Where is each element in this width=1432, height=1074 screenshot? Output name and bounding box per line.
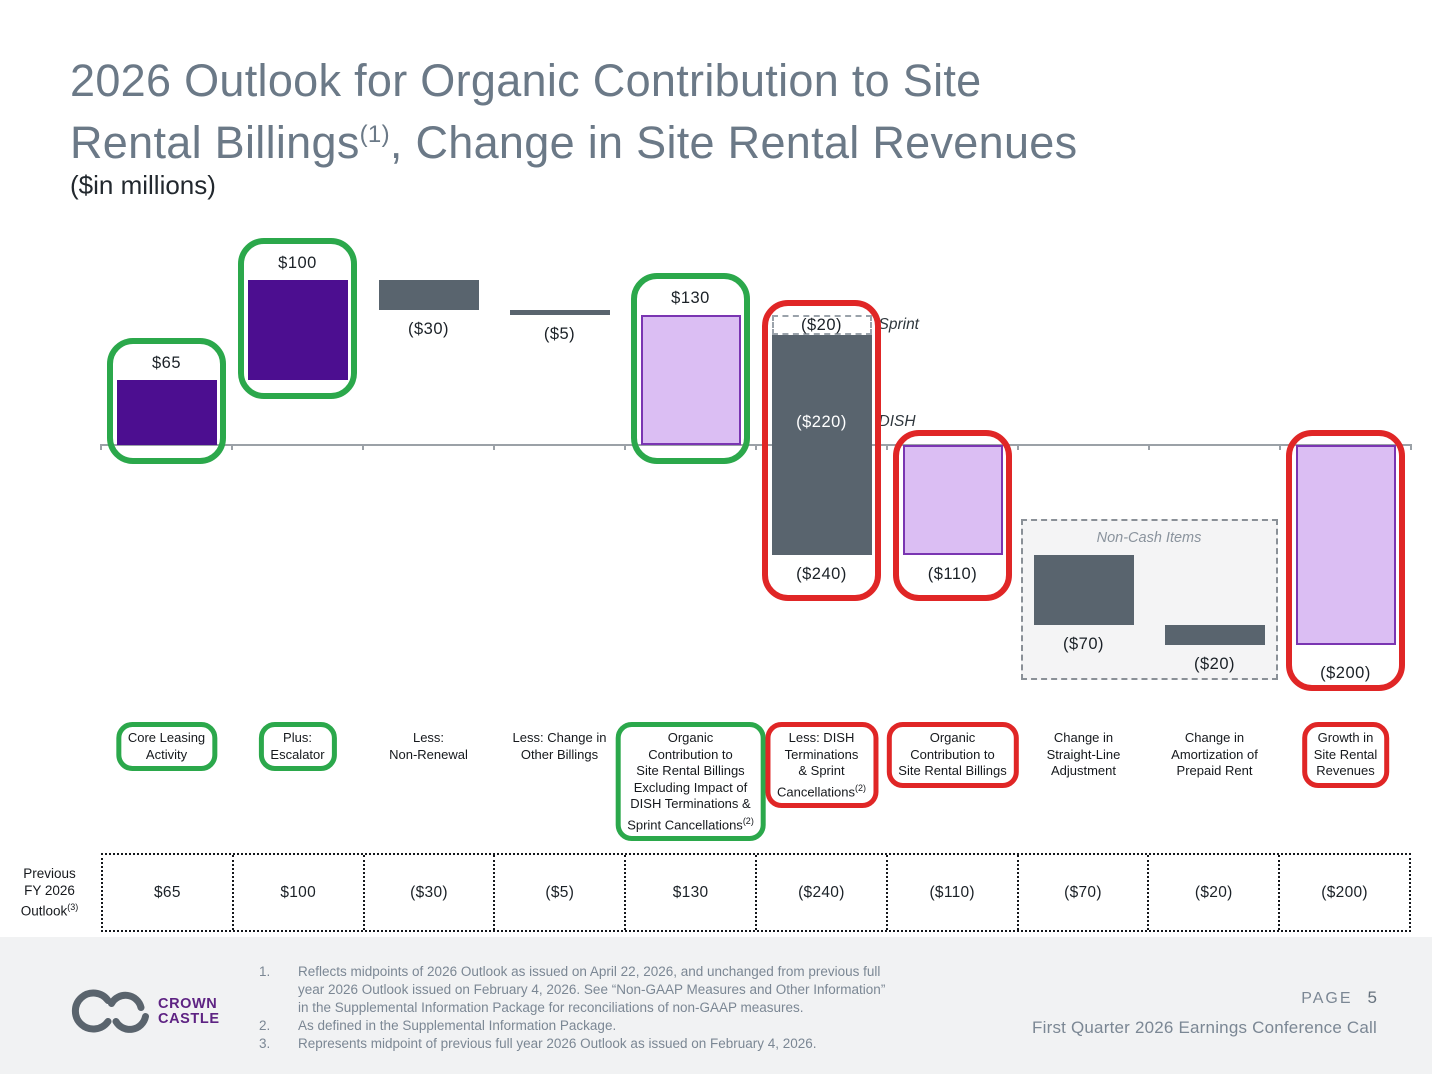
title-line2-pre: Rental Billings bbox=[70, 117, 360, 168]
units-subtitle: ($in millions) bbox=[70, 170, 216, 200]
table-row-label: Previous FY 2026 Outlook(3) bbox=[20, 866, 79, 919]
axis-tick bbox=[1148, 444, 1150, 450]
bar-col-0 bbox=[116, 380, 217, 445]
category-label-col-4: Organic Contribution to Site Rental Billin… bbox=[615, 722, 766, 842]
event-title: First Quarter 2026 Earnings Conference C… bbox=[1032, 1018, 1377, 1037]
table-cell: $100 bbox=[231, 855, 363, 930]
table-cell: ($70) bbox=[1016, 855, 1148, 930]
segment-annotation-sprint: Sprint bbox=[878, 316, 920, 333]
highlight-outline-col-6 bbox=[893, 430, 1012, 601]
axis-tick bbox=[493, 444, 495, 450]
table-cell: ($240) bbox=[754, 855, 886, 930]
value-label-col-0: $65 bbox=[151, 354, 182, 372]
table-cell: ($110) bbox=[885, 855, 1017, 930]
highlight-outline-col-5 bbox=[762, 300, 881, 601]
value-label-col-1: $100 bbox=[278, 254, 317, 272]
page-title: 2026 Outlook for Organic Contribution to… bbox=[70, 54, 1077, 170]
value-label-col-5: ($240) bbox=[796, 565, 847, 583]
table-cell: ($30) bbox=[362, 855, 494, 930]
highlight-outline-col-4 bbox=[631, 273, 750, 464]
footnotes: 1. Reflects midpoints of 2026 Outlook as … bbox=[259, 963, 919, 1053]
value-label-col-8: ($20) bbox=[1193, 655, 1236, 673]
bar-col-9 bbox=[1295, 445, 1396, 645]
segment-value-label: ($220) bbox=[796, 413, 847, 431]
axis-tick bbox=[1279, 444, 1281, 450]
category-label-col-1: Plus: Escalator bbox=[258, 722, 337, 771]
footnote: 1. Reflects midpoints of 2026 Outlook as … bbox=[259, 963, 919, 1017]
bar-col-7 bbox=[1033, 555, 1134, 625]
table-cell: ($200) bbox=[1278, 855, 1409, 930]
value-label-col-7: ($70) bbox=[1062, 635, 1105, 653]
footnote-number: 2. bbox=[259, 1018, 271, 1033]
highlight-outline-col-9 bbox=[1286, 430, 1405, 691]
bar-col-8 bbox=[1164, 625, 1265, 645]
footnote-number: 1. bbox=[259, 964, 271, 979]
axis-tick bbox=[231, 444, 233, 450]
table-cell: ($5) bbox=[493, 855, 624, 930]
table-cell: ($20) bbox=[1147, 855, 1278, 930]
table-cell: $130 bbox=[624, 855, 755, 930]
category-label-col-2: Less: Non-Renewal bbox=[389, 730, 468, 762]
category-label-col-6: Organic Contribution to Site Rental Billin… bbox=[886, 722, 1019, 788]
axis-tick bbox=[755, 444, 757, 450]
bar-segment-col-5-1 bbox=[771, 335, 872, 555]
category-label-col-7: Change in Straight-Line Adjustment bbox=[1046, 730, 1121, 778]
previous-outlook-table: $65 $100 ($30) ($5) $130 ($240) ($110) ($70) ($2… bbox=[101, 853, 1411, 932]
crown-castle-wordmark: CROWN CASTLE bbox=[158, 995, 220, 1028]
axis-tick bbox=[100, 444, 102, 450]
page-label: PAGE bbox=[1301, 990, 1353, 1007]
value-label-col-2: ($30) bbox=[407, 320, 450, 338]
axis-tick bbox=[1410, 444, 1412, 450]
category-label-col-8: Change in Amortization of Prepaid Rent bbox=[1171, 730, 1258, 778]
highlight-outline-col-0 bbox=[107, 338, 226, 464]
title-line1: 2026 Outlook for Organic Contribution to… bbox=[70, 55, 982, 106]
bar-col-4 bbox=[640, 315, 741, 445]
bar-col-1 bbox=[247, 280, 348, 380]
bar-col-3 bbox=[509, 310, 610, 315]
value-label-col-3: ($5) bbox=[543, 325, 576, 343]
crown-castle-logo: CROWN CASTLE bbox=[71, 986, 220, 1038]
bar-col-2 bbox=[378, 280, 479, 310]
page-number: 5 bbox=[1367, 988, 1377, 1007]
bar-col-6 bbox=[902, 445, 1003, 555]
table-cell: $65 bbox=[154, 883, 181, 901]
logo-line1: CROWN bbox=[158, 995, 218, 1012]
value-label-col-4: $130 bbox=[671, 289, 710, 307]
axis-tick bbox=[1017, 444, 1019, 450]
page-info: PAGE 5 First Quarter 2026 Earnings Confer… bbox=[1032, 988, 1377, 1038]
footnote: 2. As defined in the Supplemental Informa… bbox=[259, 1017, 919, 1035]
non-cash-items-label: Non-Cash Items bbox=[1096, 530, 1202, 546]
title-line2-post: , Change in Site Rental Revenues bbox=[389, 117, 1078, 168]
footnote-text: As defined in the Supplemental Informati… bbox=[298, 1018, 617, 1033]
segment-annotation-dish: DISH bbox=[878, 413, 916, 430]
footnote-text: Represents midpoint of previous full yea… bbox=[298, 1036, 817, 1051]
logo-line2: CASTLE bbox=[158, 1011, 220, 1027]
axis-tick bbox=[624, 444, 626, 450]
crown-castle-mark-icon bbox=[71, 989, 149, 1033]
axis-tick bbox=[362, 444, 364, 450]
footer-band bbox=[0, 937, 1432, 1074]
footnote-text: Reflects midpoints of 2026 Outlook as is… bbox=[298, 964, 886, 1015]
category-label-col-0: Core Leasing Activity bbox=[115, 722, 218, 771]
axis-tick bbox=[886, 444, 888, 450]
title-footnote-ref: (1) bbox=[359, 121, 390, 148]
category-label-col-5: Less: DISH Terminations & Sprint Cancellati… bbox=[764, 722, 879, 809]
highlight-outline-col-1 bbox=[238, 238, 357, 399]
segment-value-label: ($20) bbox=[800, 316, 843, 334]
footnote-number: 3. bbox=[259, 1036, 271, 1051]
category-label-col-3: Less: Change in Other Billings bbox=[512, 730, 607, 762]
category-label-col-9: Growth in Site Rental Revenues bbox=[1301, 722, 1390, 788]
page-number-line: PAGE 5 bbox=[1032, 988, 1377, 1008]
value-label-col-9: ($200) bbox=[1320, 664, 1371, 682]
value-label-col-6: ($110) bbox=[927, 565, 978, 583]
footnote: 3. Represents midpoint of previous full y… bbox=[259, 1035, 919, 1053]
